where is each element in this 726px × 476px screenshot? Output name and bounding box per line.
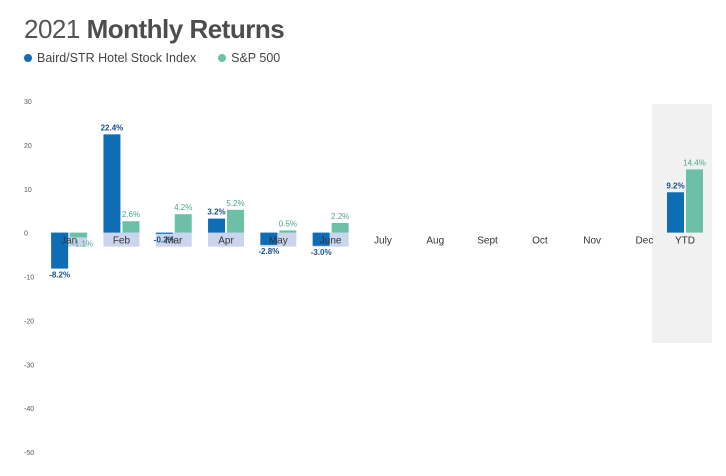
bar-baird [260,232,278,245]
y-tick-label: 20 [24,143,32,150]
y-tick-label: -10 [24,275,34,282]
y-tick-label: 0 [24,231,28,238]
y-tick-label: -40 [24,406,34,413]
data-label-sp500: -1.1% [72,239,93,248]
legend-swatch-sp500 [218,54,227,62]
bar-baird [103,134,121,233]
x-category-label: Nov [583,236,601,247]
data-label-sp500: 4.2% [174,203,192,212]
bar-baird [155,232,173,234]
y-tick-label: -50 [24,450,34,457]
data-label-baird: 22.4% [101,123,124,132]
data-label-sp500: 14.4% [683,158,706,167]
category-label-band [208,232,245,247]
x-category-label: Feb [113,236,131,247]
bar-sp500 [174,214,192,233]
legend-item-baird: Baird/STR Hotel Stock Index [24,51,196,65]
bar-sp500 [70,232,88,238]
data-label-baird: 3.2% [207,208,225,217]
data-label-baird: -3.0% [311,248,332,257]
x-category-label: Oct [532,236,548,247]
x-category-label: July [374,236,392,247]
bar-baird [667,192,684,233]
bar-baird [51,232,69,269]
data-label-sp500: 2.2% [331,212,349,221]
data-label-baird: -2.8% [258,247,279,256]
x-category-label: Dec [636,236,654,247]
data-label-baird: -0.2% [154,236,175,245]
bar-sp500 [331,222,349,233]
category-label-band [155,232,192,247]
x-category-label: Sept [477,236,498,247]
chart-title-year: 2021 [24,14,80,44]
bar-sp500 [227,209,245,233]
legend-label-sp500: S&P 500 [231,51,281,65]
data-label-sp500: 0.5% [279,219,297,228]
bar-sp500 [279,230,297,233]
bar-baird [312,232,330,246]
data-label-sp500: 2.6% [122,210,140,219]
x-category-label: Jan [61,236,77,247]
chart-title: 2021 Monthly Returns [24,14,285,45]
bar-sp500 [686,169,703,233]
x-category-label: May [269,236,288,247]
data-label-sp500: 5.2% [226,199,244,208]
y-tick-label: 10 [24,187,32,194]
x-category-label: Aug [426,236,444,247]
chart-title-main: Monthly Returns [86,14,285,44]
y-tick-label: -20 [24,318,34,325]
x-category-label: YTD [675,236,695,247]
y-tick-label: 30 [24,99,32,106]
legend-swatch-baird [24,54,32,62]
category-label-band [103,232,140,247]
x-category-label: Mar [165,236,183,247]
legend-label-baird: Baird/STR Hotel Stock Index [37,51,197,65]
legend-item-sp500: S&P 500 [218,51,280,65]
x-category-label: Apr [218,236,234,247]
bar-baird [208,218,226,233]
bar-sp500 [122,221,140,233]
y-tick-label: -30 [24,362,34,369]
chart-legend: Baird/STR Hotel Stock Index S&P 500 [24,51,280,65]
x-category-label: June [320,236,342,247]
data-label-baird: -8.2% [49,271,70,280]
data-label-baird: 9.2% [666,181,684,190]
